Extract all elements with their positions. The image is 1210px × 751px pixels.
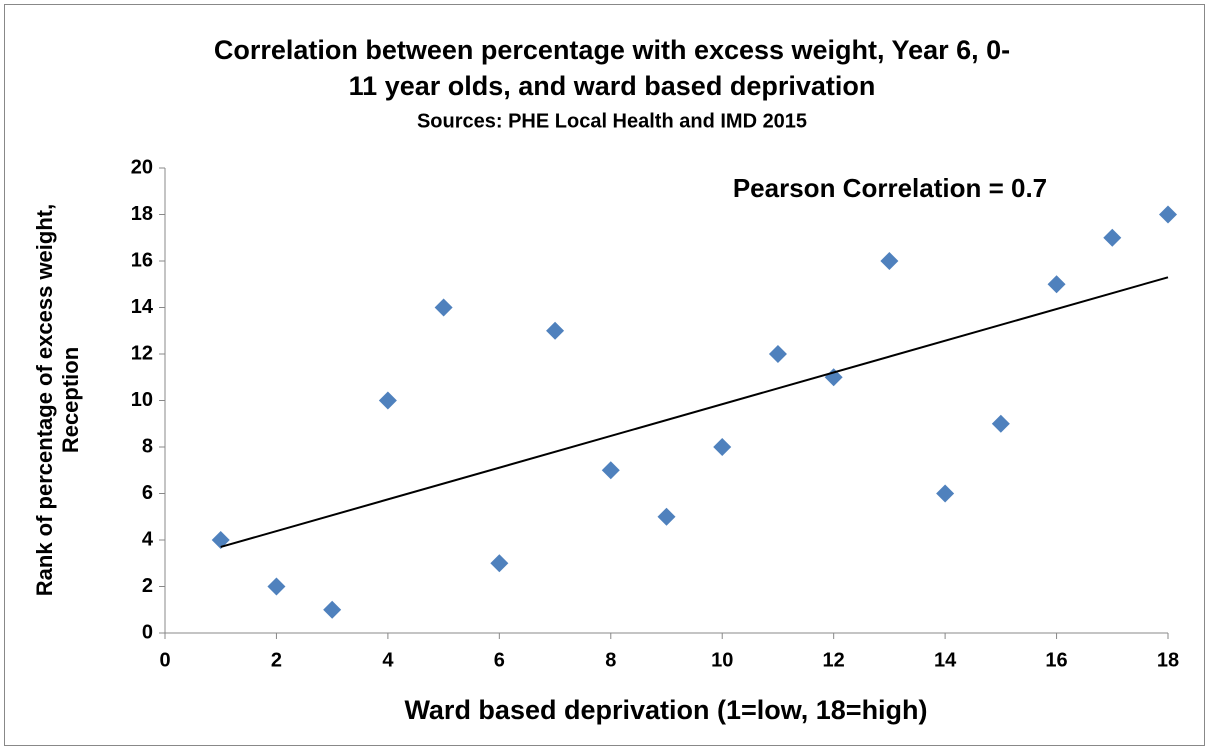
x-tick-label: 4	[382, 649, 394, 671]
point	[211, 531, 230, 549]
point	[378, 391, 397, 410]
point	[936, 484, 955, 503]
y-tick-label: 4	[142, 528, 154, 550]
x-tick-label: 18	[1157, 649, 1179, 671]
point	[546, 321, 565, 340]
y-axis-label: Reception	[58, 347, 83, 453]
point	[713, 438, 732, 456]
y-tick-label: 8	[142, 435, 153, 457]
chart-frame	[4, 4, 1205, 746]
point	[434, 298, 453, 317]
y-tick-label: 20	[131, 156, 153, 178]
annotation: Pearson Correlation = 0.7	[733, 173, 1047, 203]
y-tick-label: 18	[131, 203, 153, 225]
point	[323, 600, 342, 619]
point	[880, 252, 899, 270]
y-tick-label: 10	[131, 389, 153, 411]
point	[490, 554, 509, 573]
point	[267, 577, 286, 596]
y-tick-label: 0	[142, 621, 153, 643]
x-tick-label: 10	[711, 649, 733, 671]
y-tick-label: 6	[142, 482, 153, 504]
point	[1159, 205, 1177, 224]
y-tick-label: 14	[131, 296, 154, 318]
point	[991, 414, 1010, 433]
point	[657, 507, 676, 526]
point	[1103, 228, 1122, 247]
x-tick-label: 6	[494, 649, 505, 671]
x-axis-label: Ward based deprivation (1=low, 18=high)	[404, 695, 927, 725]
point	[601, 461, 620, 480]
y-axis-label: Rank of percentage of excess weight,	[32, 204, 57, 596]
y-tick-label: 16	[131, 249, 153, 271]
x-tick-label: 2	[271, 649, 282, 671]
chart-subtitle: Sources: PHE Local Health and IMD 2015	[417, 110, 807, 132]
y-tick-label: 2	[142, 575, 153, 597]
x-tick-label: 14	[934, 649, 957, 671]
point	[768, 345, 787, 363]
x-tick-label: 8	[605, 649, 616, 671]
point	[1047, 275, 1066, 294]
trendline	[220, 276, 1169, 548]
y-tick-label: 12	[131, 342, 153, 364]
chart-title: 11 year olds, and ward based deprivation	[349, 71, 876, 101]
x-tick-label: 16	[1045, 649, 1067, 671]
x-tick-label: 12	[823, 649, 845, 671]
chart-title: Correlation between percentage with exce…	[214, 35, 1010, 65]
x-tick-label: 0	[159, 649, 170, 671]
